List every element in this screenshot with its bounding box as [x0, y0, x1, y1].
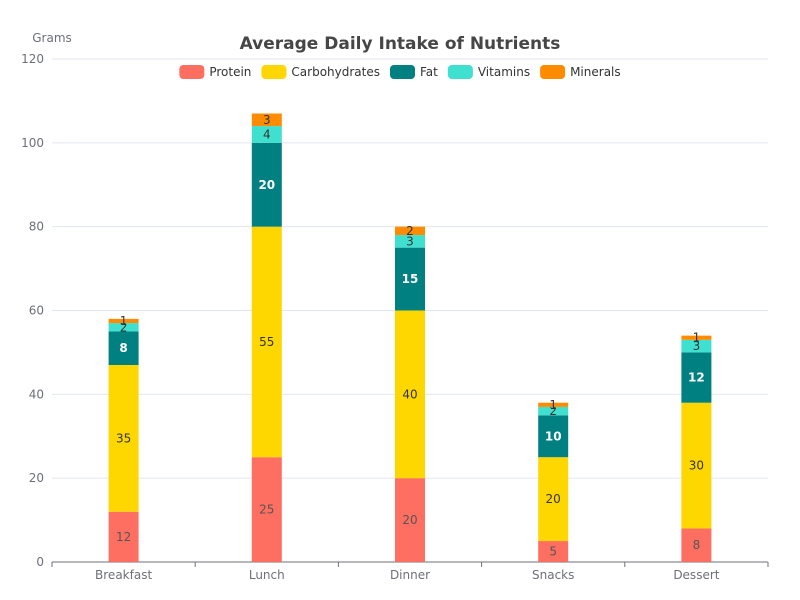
bar-segment: [681, 352, 712, 403]
legend-swatch[interactable]: [540, 65, 566, 79]
legend-label[interactable]: Vitamins: [478, 65, 530, 79]
data-label: 55: [259, 335, 274, 349]
data-label: 15: [402, 272, 419, 286]
x-tick-label: Breakfast: [95, 568, 152, 582]
bar-segment: [538, 402, 569, 407]
bar-segment: [251, 142, 282, 227]
x-tick-label: Snacks: [532, 568, 574, 582]
data-label: 25: [259, 503, 274, 517]
bar-segment: [395, 247, 425, 311]
bar-segment: [251, 457, 282, 562]
bar-segment: [108, 511, 139, 562]
y-tick-label: 40: [29, 387, 44, 401]
data-label: 30: [689, 459, 704, 473]
y-tick-label: 100: [21, 136, 44, 150]
bar-segment: [395, 478, 425, 562]
bar-segment: [108, 318, 139, 324]
bar-segment: [395, 310, 425, 479]
y-axis-label: Grams: [32, 31, 72, 45]
data-label: 8: [693, 538, 701, 552]
data-label: 20: [258, 178, 275, 192]
legend: Protein Carbohydrates Fat Vitamins Minerals: [179, 65, 621, 79]
data-label: 8: [119, 341, 127, 355]
data-label: 2: [406, 224, 414, 238]
data-label: 20: [546, 492, 561, 506]
bar-segment: [108, 323, 139, 332]
data-label: 3: [263, 113, 271, 127]
y-axis-ticks: 0 20 40 60 80 100 120: [21, 52, 44, 569]
bar-segment: [251, 126, 282, 143]
legend-swatch[interactable]: [390, 65, 416, 79]
bar-segment: [538, 406, 569, 416]
y-tick-label: 120: [21, 52, 44, 66]
bar-segment: [538, 415, 569, 458]
data-label: 40: [402, 387, 417, 401]
legend-label[interactable]: Minerals: [570, 65, 621, 79]
bar-segment: [538, 457, 569, 542]
y-tick-label: 0: [36, 555, 44, 569]
bar-segment: [681, 339, 712, 353]
x-axis: Breakfast Lunch Dinner Snacks Dessert: [51, 561, 769, 582]
data-label: 1: [120, 314, 128, 328]
y-tick-label: 20: [29, 471, 44, 485]
data-label: 1: [549, 398, 557, 412]
data-label: 12: [116, 530, 131, 544]
data-label: 20: [402, 513, 417, 527]
x-tick-label: Lunch: [249, 568, 285, 582]
bar-segment: [681, 335, 712, 340]
bar-segment: [681, 402, 712, 529]
bar-segment: [108, 331, 139, 365]
bar-segment: [251, 226, 282, 458]
data-label: 35: [116, 431, 131, 445]
bar-segment: [108, 364, 139, 512]
data-label: 10: [545, 429, 562, 443]
data-label: 12: [688, 371, 705, 385]
data-label: 2: [120, 320, 128, 334]
bar-segment: [395, 226, 425, 236]
legend-label[interactable]: Fat: [420, 65, 438, 79]
bar-segment: [538, 541, 569, 562]
bar-segment: [251, 113, 282, 127]
bar-segment: [681, 528, 712, 562]
data-label: 4: [263, 127, 271, 141]
y-tick-label: 60: [29, 304, 44, 318]
legend-swatch[interactable]: [447, 65, 473, 79]
legend-swatch[interactable]: [261, 65, 287, 79]
y-tick-label: 80: [29, 220, 44, 234]
data-label: 5: [549, 545, 557, 559]
data-label: 3: [693, 339, 701, 353]
chart-title: Average Daily Intake of Nutrients: [240, 34, 561, 54]
data-label: 2: [549, 404, 557, 418]
data-label: 1: [693, 331, 701, 345]
bar-segment: [395, 235, 425, 248]
legend-label[interactable]: Carbohydrates: [291, 65, 380, 79]
data-label: 3: [406, 234, 414, 248]
x-tick-label: Dessert: [673, 568, 719, 582]
legend-swatch[interactable]: [179, 65, 205, 79]
legend-label[interactable]: Protein: [209, 65, 251, 79]
x-tick-label: Dinner: [390, 568, 430, 582]
